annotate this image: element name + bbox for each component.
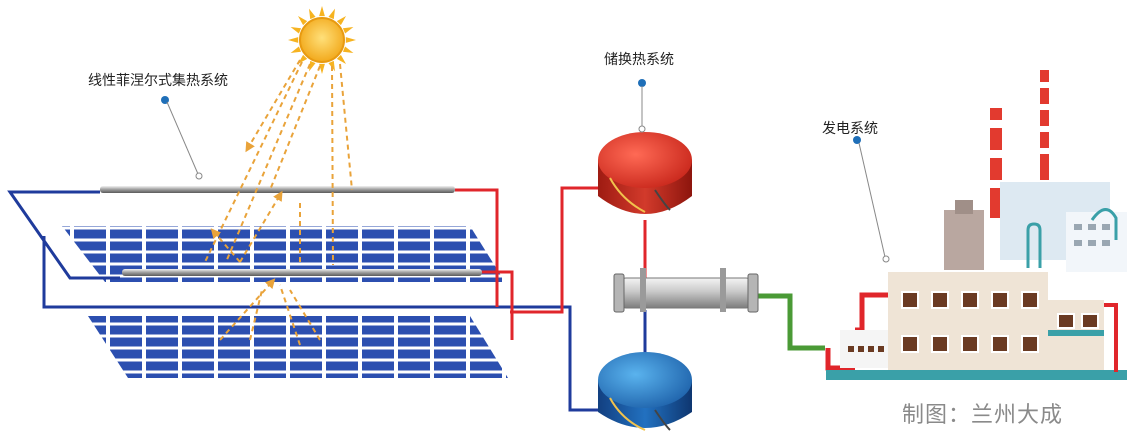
sun-icon <box>288 6 356 74</box>
sun-spike <box>297 15 308 26</box>
sun-spike <box>345 37 356 43</box>
plant-window <box>1021 335 1039 353</box>
collector-system-label: 线性菲涅尔式集热系统 <box>88 73 228 89</box>
cold-storage-tank <box>598 352 692 431</box>
plant-window <box>961 335 979 353</box>
sun-spike <box>288 37 299 43</box>
plant-window <box>961 291 979 309</box>
plant-window <box>931 335 949 353</box>
plant-window <box>931 291 949 309</box>
plant-window <box>901 335 919 353</box>
storage-label-leader <box>638 79 646 133</box>
absorber-tube-lower <box>122 269 482 276</box>
sun-spike <box>319 63 325 74</box>
cold-return-pipe <box>7 190 606 412</box>
mirror-field-lower <box>88 316 508 378</box>
sun-spike <box>328 8 336 20</box>
plant-window <box>1057 313 1075 329</box>
power-label-leader <box>853 136 890 263</box>
sun-spike <box>290 26 302 34</box>
sun-spike <box>342 26 354 34</box>
plant-window <box>901 291 919 309</box>
plant-window <box>1081 313 1099 329</box>
sun-rays <box>204 59 353 346</box>
sun-spike <box>342 46 354 54</box>
image-credit: 制图：兰州大成 <box>901 403 1063 428</box>
sun-spike <box>336 54 347 65</box>
plant-window <box>991 291 1009 309</box>
sun-spike <box>308 60 316 72</box>
storage-system-label: 储换热系统 <box>604 52 674 68</box>
absorber-tube-upper <box>100 186 455 193</box>
mirror-field-upper <box>62 226 505 282</box>
steam-pipe-green <box>755 293 825 351</box>
sun-spike <box>297 54 308 65</box>
plant-window <box>991 335 1009 353</box>
collector-label-leader <box>161 96 203 180</box>
sun-spike <box>319 6 325 17</box>
sun-spike <box>290 46 302 54</box>
hot-storage-tank <box>598 132 692 214</box>
power-plant <box>826 70 1127 380</box>
heat-exchanger <box>613 268 759 313</box>
power-system-label: 发电系统 <box>822 121 878 137</box>
plant-window <box>1021 291 1039 309</box>
sun-spike <box>308 8 316 20</box>
sun-spike <box>336 15 347 26</box>
